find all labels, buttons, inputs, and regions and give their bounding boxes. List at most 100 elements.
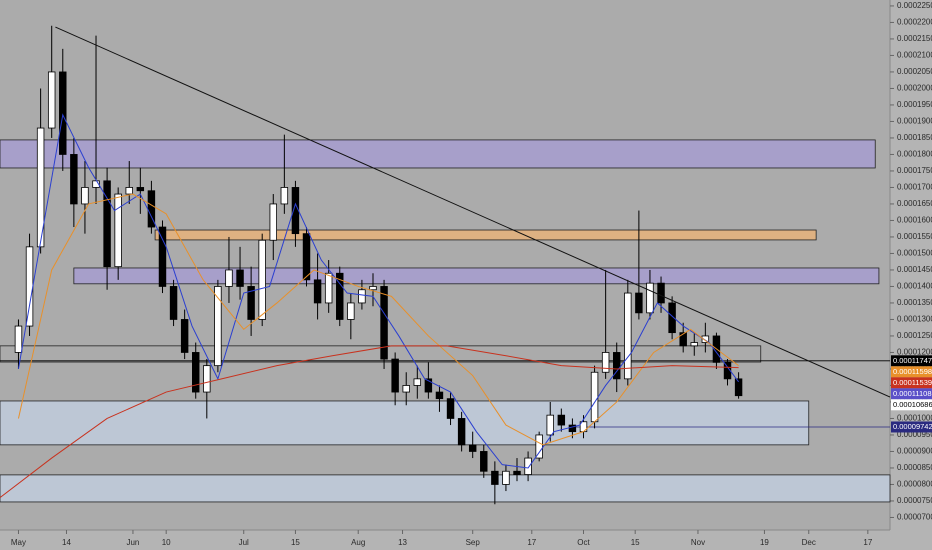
- candle-body: [557, 414, 566, 426]
- candle-body: [723, 361, 732, 380]
- candle-body: [612, 352, 621, 380]
- zone: [0, 474, 891, 503]
- candle-body: [14, 325, 23, 353]
- candle-body: [313, 279, 322, 304]
- candle-body: [491, 470, 499, 485]
- price-label: 0.00011539: [893, 378, 932, 387]
- candle-body: [336, 272, 344, 320]
- candle-body: [25, 246, 34, 327]
- candle-body: [225, 269, 233, 287]
- candle-body: [158, 226, 167, 287]
- candle-body: [524, 457, 532, 475]
- price-label: 0.00011747: [893, 356, 932, 365]
- candle-body: [358, 289, 366, 304]
- y-tick-label: 0.00022000: [897, 18, 932, 27]
- x-tick-label: Jul: [239, 538, 249, 547]
- candle-body: [70, 154, 78, 205]
- y-tick-label: 0.00021000: [897, 51, 932, 60]
- y-tick-label: 0.00016500: [897, 199, 932, 208]
- candle-body: [502, 470, 510, 485]
- candle-body: [668, 302, 676, 334]
- y-tick-label: 0.00009500: [897, 430, 932, 439]
- moving-average: [17, 193, 739, 446]
- candle-body: [302, 233, 311, 281]
- candle-body: [535, 434, 543, 459]
- x-tick-label: 15: [631, 538, 640, 547]
- y-tick-label: 0.00014000: [897, 282, 932, 291]
- candle-body: [125, 187, 133, 195]
- x-tick-label: Oct: [577, 538, 590, 547]
- candle-body: [402, 385, 410, 393]
- candle-body: [601, 352, 610, 373]
- candle-body: [657, 282, 665, 304]
- candle-body: [468, 444, 477, 452]
- y-tick-label: 0.00017000: [897, 183, 932, 192]
- y-tick-label: 0.00007000: [897, 513, 932, 522]
- candle-body: [424, 378, 433, 393]
- price-label-box: [891, 399, 932, 411]
- price-axis: [890, 0, 932, 550]
- zone: [154, 229, 817, 241]
- y-tick-label: 0.00016000: [897, 216, 932, 225]
- price-label: 0.00010686: [893, 400, 932, 409]
- candle-body: [347, 302, 355, 320]
- candle-body: [258, 239, 266, 320]
- candle-body: [457, 418, 466, 446]
- x-tick-label: Sep: [466, 538, 481, 547]
- candle-body: [568, 424, 577, 433]
- y-tick-label: 0.00010000: [897, 414, 932, 423]
- price-label: 0.00009742: [893, 422, 932, 431]
- y-tick-label: 0.00022500: [897, 1, 932, 10]
- time-axis: [0, 530, 890, 550]
- candle-body: [690, 342, 698, 347]
- candle-body: [679, 332, 687, 347]
- candle-body: [446, 398, 455, 419]
- candle-body: [413, 378, 422, 386]
- candle-body: [590, 371, 599, 423]
- x-tick-label: 14: [62, 538, 71, 547]
- candle-body: [136, 187, 145, 192]
- y-tick-label: 0.00013500: [897, 298, 932, 307]
- candle-body: [236, 269, 244, 287]
- price-label-box: [891, 388, 932, 400]
- y-tick-label: 0.00012500: [897, 331, 932, 340]
- y-tick-label: 0.00019500: [897, 100, 932, 109]
- x-tick-label: 15: [291, 538, 300, 547]
- y-tick-label: 0.00013000: [897, 315, 932, 324]
- candle-body: [269, 203, 278, 241]
- candle-body: [513, 470, 521, 475]
- candle-body: [635, 292, 643, 314]
- candle-body: [192, 352, 200, 393]
- x-tick-label: Dec: [802, 538, 816, 547]
- candle-body: [36, 127, 45, 248]
- y-tick-label: 0.00008000: [897, 480, 932, 489]
- zone: [0, 139, 876, 169]
- candle-body: [480, 451, 488, 472]
- candle-body: [103, 180, 111, 268]
- plot-area: [0, 0, 890, 530]
- x-tick-label: 17: [863, 538, 872, 547]
- candle-body: [280, 187, 289, 205]
- candle-body: [81, 187, 89, 205]
- candle-body: [169, 286, 178, 320]
- y-tick-label: 0.00007500: [897, 496, 932, 505]
- y-tick-label: 0.00015500: [897, 232, 932, 241]
- y-tick-label: 0.00018000: [897, 150, 932, 159]
- candle-body: [546, 414, 554, 436]
- candle-body: [203, 365, 211, 393]
- y-tick-label: 0.00014500: [897, 265, 932, 274]
- price-label: 0.00011108: [893, 389, 932, 398]
- x-tick-label: Nov: [691, 538, 705, 547]
- y-tick-label: 0.00020000: [897, 84, 932, 93]
- y-tick-label: 0.00021500: [897, 34, 932, 43]
- zone: [0, 400, 810, 446]
- candle-body: [624, 292, 632, 380]
- moving-average: [17, 113, 739, 469]
- candle-body: [646, 282, 654, 314]
- candle-body: [701, 335, 710, 343]
- x-tick-label: 10: [162, 538, 171, 547]
- price-label-box: [891, 355, 932, 367]
- y-tick-label: 0.00015000: [897, 249, 932, 258]
